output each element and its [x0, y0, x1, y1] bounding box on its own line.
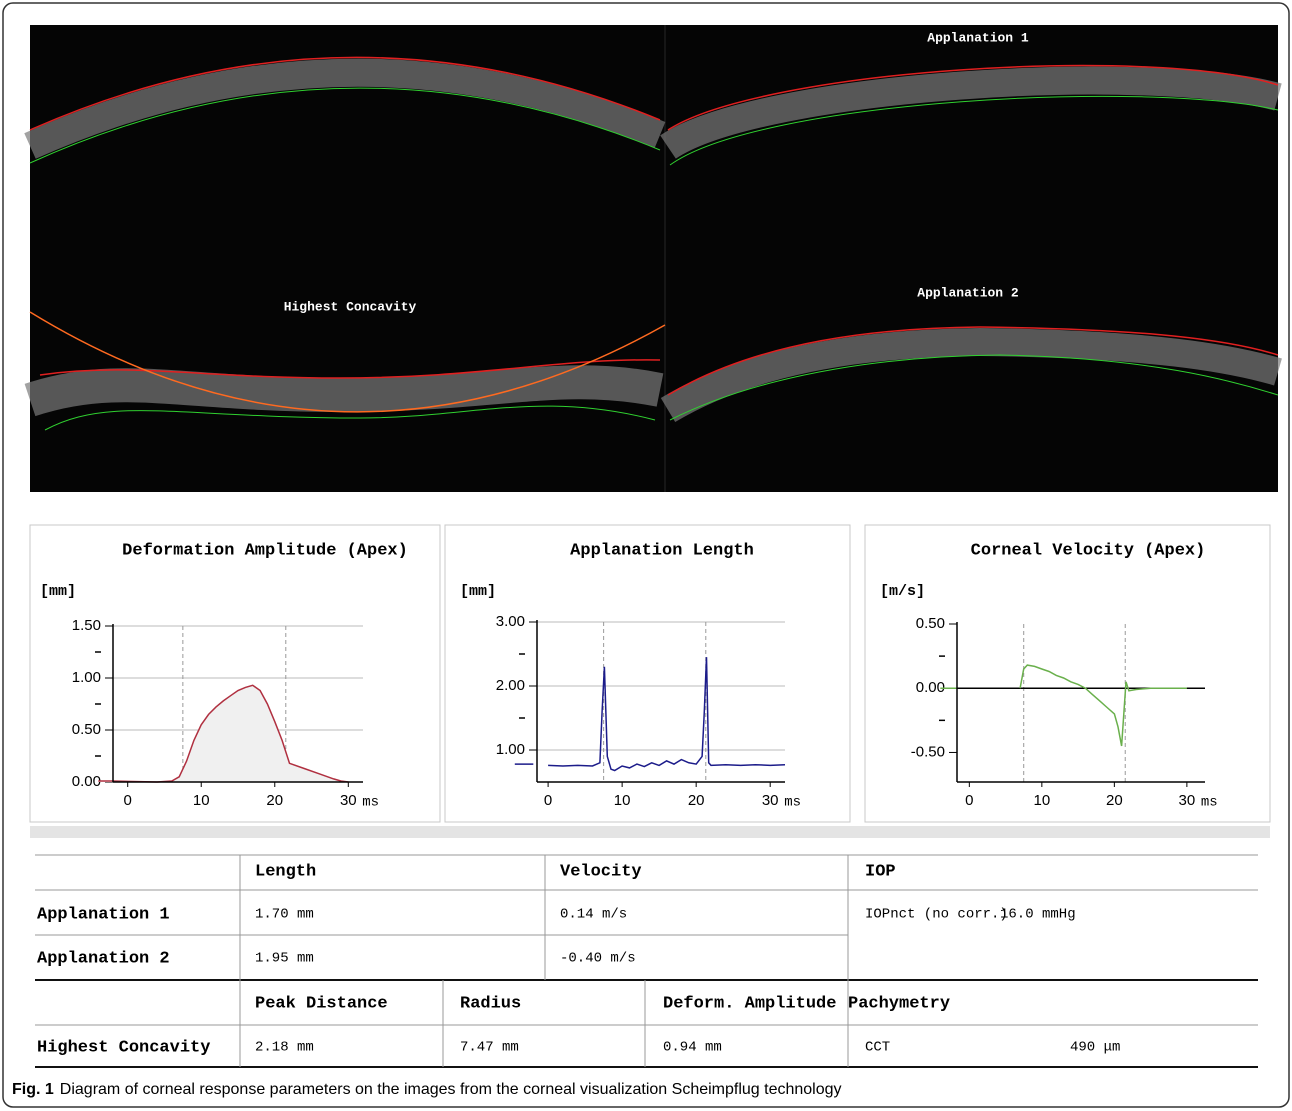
table-header: Applanation 1 — [37, 905, 170, 924]
y-tick-label: 1.00 — [496, 741, 525, 758]
table-header: Deform. Amplitude — [663, 994, 836, 1013]
table-cell: -0.40 m/s — [560, 951, 636, 967]
caption: Fig. 1 Diagram of corneal response parame… — [12, 1081, 842, 1098]
table-header: Length — [255, 862, 316, 881]
table-header: IOP — [865, 862, 896, 881]
x-tick-label: 20 — [266, 792, 283, 809]
x-tick-label: 20 — [1106, 792, 1123, 809]
image-label: Applanation 2 — [917, 285, 1019, 300]
x-tick-label: 0 — [965, 792, 973, 809]
y-tick-label: 1.50 — [72, 617, 101, 634]
table-cell: 0.14 m/s — [560, 907, 627, 923]
caption-label: Fig. 1 — [12, 1081, 54, 1098]
y-axis-unit: [m/s] — [880, 583, 925, 600]
y-tick-label: 2.00 — [496, 677, 525, 694]
image-label: Highest Concavity — [284, 299, 417, 314]
separator-band — [30, 826, 1270, 838]
chart-title: Corneal Velocity (Apex) — [971, 541, 1206, 560]
table-header: Peak Distance — [255, 994, 388, 1013]
x-tick-label: 10 — [1033, 792, 1050, 809]
table-header: Highest Concavity — [37, 1038, 210, 1057]
x-axis-unit: ms — [784, 795, 801, 811]
figure: Applanation 1 Highest Concavity Applanat… — [0, 0, 1292, 1111]
y-tick-label: 1.00 — [72, 669, 101, 686]
table-cell: IOPnct (no corr.) — [865, 907, 1008, 923]
x-tick-label: 0 — [544, 792, 552, 809]
table-header: Velocity — [560, 862, 642, 881]
chart-panel — [445, 525, 850, 822]
table-cell: CCT — [865, 1040, 890, 1056]
table-cell: 7.47 mm — [460, 1040, 519, 1056]
chart-panel — [865, 525, 1270, 822]
y-tick-label: -0.50 — [911, 743, 945, 760]
y-tick-label: 3.00 — [496, 613, 525, 630]
scheimpflug-images: Applanation 1 Highest Concavity Applanat… — [30, 25, 1278, 492]
x-tick-label: 30 — [1179, 792, 1196, 809]
image-label: Applanation 1 — [927, 30, 1029, 45]
x-tick-label: 10 — [614, 792, 631, 809]
y-axis-unit: [mm] — [460, 583, 496, 600]
table-cell: 0.94 mm — [663, 1040, 722, 1056]
caption-text: Diagram of corneal response parameters o… — [60, 1081, 842, 1098]
table-cell: 490 μm — [1070, 1040, 1120, 1056]
x-tick-label: 30 — [340, 792, 357, 809]
table-header: Pachymetry — [848, 994, 950, 1013]
cornea — [30, 382, 660, 400]
x-axis-unit: ms — [1201, 795, 1218, 811]
x-tick-label: 30 — [762, 792, 779, 809]
table-cell: 2.18 mm — [255, 1040, 314, 1056]
x-tick-label: 20 — [688, 792, 705, 809]
y-tick-label: 0.00 — [72, 773, 101, 790]
x-axis-unit: ms — [362, 795, 379, 811]
table-cell: 16.0 mmHg — [1000, 907, 1076, 923]
x-tick-label: 10 — [193, 792, 210, 809]
x-tick-label: 0 — [124, 792, 132, 809]
y-axis-unit: [mm] — [40, 583, 76, 600]
table-cell: 1.95 mm — [255, 951, 314, 967]
y-tick-label: 0.50 — [916, 615, 945, 632]
chart-title: Applanation Length — [570, 541, 754, 560]
table-header: Radius — [460, 994, 521, 1013]
y-tick-label: 0.50 — [72, 721, 101, 738]
parameter-table — [35, 855, 1258, 1067]
chart-title: Deformation Amplitude (Apex) — [122, 541, 408, 560]
table-header: Applanation 2 — [37, 949, 170, 968]
table-cell: 1.70 mm — [255, 907, 314, 923]
